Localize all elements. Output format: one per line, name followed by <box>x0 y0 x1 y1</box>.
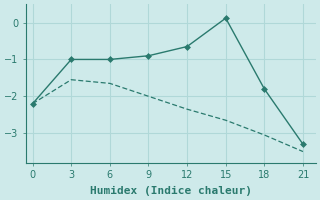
X-axis label: Humidex (Indice chaleur): Humidex (Indice chaleur) <box>90 186 252 196</box>
